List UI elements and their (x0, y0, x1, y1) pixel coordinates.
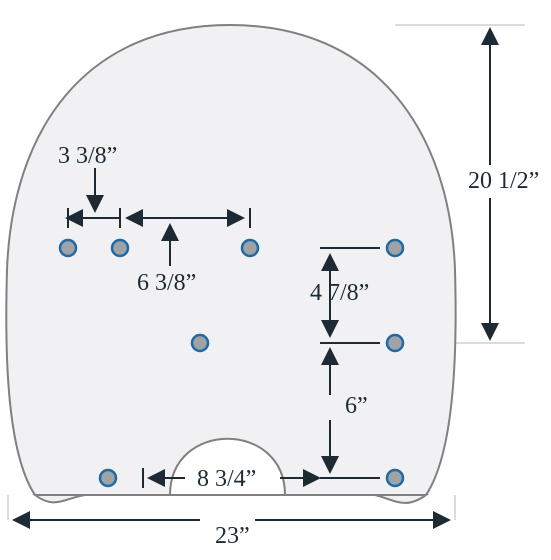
shield-outline (6, 25, 455, 503)
dim-6: 6” (345, 393, 368, 419)
mounting-hole (387, 335, 403, 351)
dim-20-1-2: 20 1/2” (468, 168, 539, 194)
dim-23: 23” (215, 523, 250, 549)
mounting-hole (112, 240, 128, 256)
mounting-hole (192, 335, 208, 351)
dim-4-7-8: 4 7/8” (310, 280, 369, 306)
dim-6-3-8: 6 3/8” (137, 270, 196, 296)
mounting-hole (60, 240, 76, 256)
mounting-hole (387, 470, 403, 486)
dim-3-3-8: 3 3/8” (58, 143, 117, 169)
mounting-hole (100, 470, 116, 486)
mounting-hole (242, 240, 258, 256)
mounting-hole (387, 240, 403, 256)
dim-8-3-4: 8 3/4” (197, 466, 256, 492)
